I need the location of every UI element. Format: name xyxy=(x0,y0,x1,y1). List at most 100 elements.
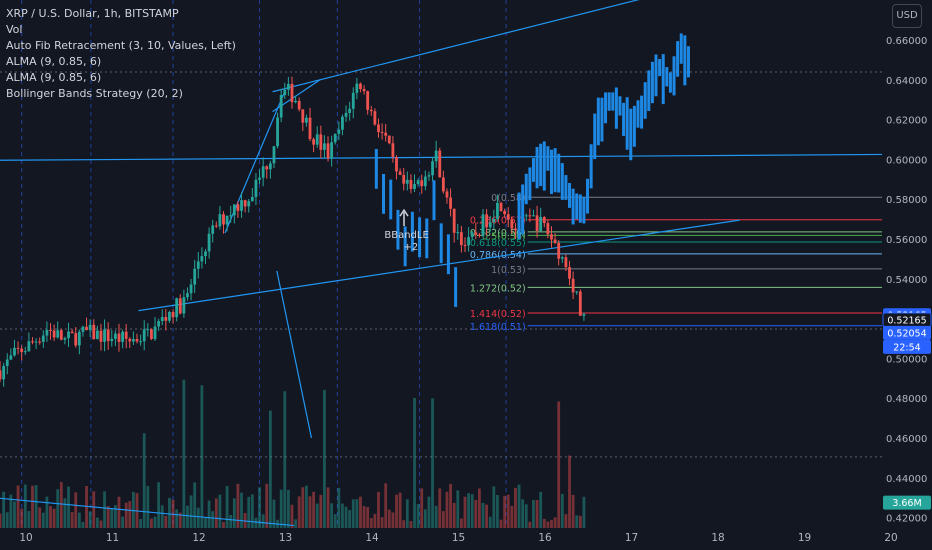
candle-body xyxy=(204,251,207,257)
projection-bar xyxy=(672,56,676,96)
candle-body xyxy=(132,339,135,342)
candle-body xyxy=(344,112,348,117)
volume-bar xyxy=(355,499,359,528)
time-axis[interactable]: 10 11 12 13 14 15 16 17 18 19 20 xyxy=(0,528,932,550)
currency-button[interactable]: USD xyxy=(892,4,922,28)
projection-bar xyxy=(539,143,543,187)
candle-body xyxy=(150,329,153,340)
price-tick-label: 0.60000 xyxy=(886,155,927,166)
candle-body xyxy=(243,200,247,207)
candle-body xyxy=(312,139,316,145)
candle-body xyxy=(240,200,243,211)
candle-body xyxy=(171,311,175,318)
volume-bar xyxy=(150,518,153,528)
volume-bar xyxy=(186,505,189,528)
volume-bar xyxy=(290,504,294,528)
volume-bar xyxy=(0,513,2,528)
price-tick-label: 0.48000 xyxy=(886,394,927,405)
volume-bar xyxy=(413,397,416,528)
volume-bar xyxy=(286,489,290,528)
volume-bar xyxy=(467,493,470,528)
volume-bar xyxy=(488,516,492,528)
price-axis[interactable]: 0.66000 0.64000 0.62000 0.60000 0.58000 0.560… xyxy=(882,0,932,550)
volume-bar xyxy=(474,499,478,528)
candle-body xyxy=(222,214,225,225)
candle-body xyxy=(146,329,150,331)
candle-body xyxy=(254,179,258,197)
volume-bar xyxy=(236,483,240,528)
projection-bar xyxy=(676,41,680,77)
volume-bar xyxy=(124,502,128,528)
projection-bar xyxy=(650,61,654,104)
time-axis-background xyxy=(0,528,932,550)
volume-bar xyxy=(330,503,334,528)
candle-body xyxy=(315,134,319,145)
candle-body xyxy=(337,129,341,134)
candle-body xyxy=(452,208,456,233)
candle-body xyxy=(510,219,514,229)
candle-body xyxy=(290,83,294,103)
candle-body xyxy=(348,108,352,113)
candle-body xyxy=(164,316,168,321)
price-tick-label: 0.66000 xyxy=(886,36,927,47)
candle-body xyxy=(380,131,384,133)
candle-body xyxy=(142,329,146,342)
volume-bar xyxy=(395,494,398,528)
volume-bar xyxy=(441,511,445,528)
candle-body xyxy=(110,338,114,342)
volume-bar xyxy=(16,485,20,528)
candle-body xyxy=(470,232,474,238)
legend-bollinger[interactable]: Bollinger Bands Strategy (20, 2) xyxy=(6,87,183,100)
candle-body xyxy=(160,316,164,322)
candle-body xyxy=(478,234,481,236)
projection-bar xyxy=(560,163,564,200)
volume-bar xyxy=(402,520,406,528)
candle-body xyxy=(539,216,543,231)
candle-body xyxy=(56,330,60,338)
volume-bar xyxy=(387,509,391,528)
candle-body xyxy=(99,330,103,342)
volume-bar xyxy=(362,506,366,528)
fib-level-label: 1(0.53) xyxy=(491,265,526,276)
volume-bar xyxy=(564,514,568,528)
price-tick-label: 0.62000 xyxy=(886,116,927,127)
candle-body xyxy=(506,214,510,220)
volume-bar xyxy=(232,498,236,528)
fib-level-label: 0.382(0.56) xyxy=(470,228,526,239)
projection-bar xyxy=(618,96,622,116)
legend-fib[interactable]: Auto Fib Retracement (3, 10, Values, Lef… xyxy=(6,39,236,52)
candle-body xyxy=(575,291,579,293)
candle-body xyxy=(359,83,362,89)
volume-bar xyxy=(128,501,132,528)
projection-bar xyxy=(589,144,593,189)
candle-body xyxy=(474,232,478,235)
candle-body xyxy=(168,311,171,321)
candle-body xyxy=(16,347,20,349)
legend-symbol[interactable]: XRP / U.S. Dollar, 1h, BITSTAMP xyxy=(6,7,179,20)
projection-bar xyxy=(600,97,604,142)
volume-bar xyxy=(196,507,200,528)
projection-bar xyxy=(686,46,690,78)
volume-bar xyxy=(427,496,431,528)
candle-body xyxy=(308,117,312,140)
candle-body xyxy=(542,216,546,224)
projection-bar xyxy=(607,92,611,111)
price-label-box xyxy=(883,495,931,510)
projection-bar xyxy=(679,33,683,64)
price-tick-label: 0.50000 xyxy=(886,354,927,365)
candle-body xyxy=(124,331,128,339)
time-tick-label: 14 xyxy=(365,532,379,544)
candle-body xyxy=(92,324,96,340)
projection-bar xyxy=(425,218,429,259)
candle-body xyxy=(423,176,427,187)
candle-body xyxy=(139,341,143,343)
volume-bar xyxy=(499,519,503,528)
volume-bar xyxy=(481,502,485,528)
legend-vol[interactable]: Vol xyxy=(6,23,23,36)
legend-alma-2[interactable]: ALMA (9, 0.85, 6) xyxy=(6,71,102,84)
legend-alma-1[interactable]: ALMA (9, 0.85, 6) xyxy=(6,55,102,68)
volume-bar xyxy=(157,482,161,528)
candle-body xyxy=(524,215,528,217)
